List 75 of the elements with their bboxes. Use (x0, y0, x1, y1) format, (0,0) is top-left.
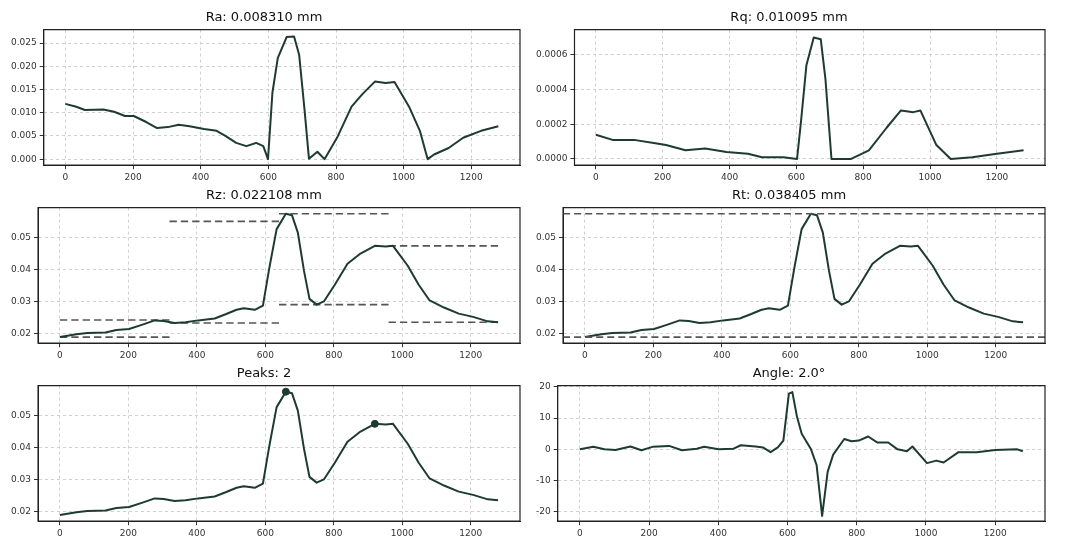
x-tick-label: 200 (640, 527, 658, 538)
chart-title: Rz: 0.022108 mm (206, 187, 322, 203)
x-tick-label: 1200 (983, 527, 1007, 538)
x-tick-label: 1000 (914, 527, 938, 538)
x-tick-label: 0 (62, 171, 69, 182)
y-tick-label: 20 (539, 381, 551, 392)
x-tick-label: 0 (582, 349, 589, 360)
x-tick-label: 1000 (915, 349, 939, 360)
x-tick-label: 400 (188, 527, 206, 538)
x-tick-label: 800 (850, 349, 868, 360)
y-tick-label: 0.020 (11, 60, 38, 71)
y-tick-label: 0.015 (11, 83, 37, 94)
y-tick-label: 0.000 (11, 153, 38, 164)
y-tick-label: 0.02 (535, 327, 557, 338)
x-tick-label: 400 (713, 349, 731, 360)
y-tick-label: 0.0002 (535, 118, 568, 129)
chart-title: Peaks: 2 (236, 365, 292, 381)
y-tick-label: 0.05 (10, 409, 32, 420)
y-tick-label: 0.03 (535, 295, 557, 306)
x-tick-label: 200 (644, 349, 663, 360)
x-tick-label: 800 (848, 527, 866, 538)
x-tick-label: 600 (781, 349, 800, 360)
x-tick-label: 1200 (459, 349, 483, 360)
x-tick-label: 800 (854, 171, 873, 182)
y-tick-label: 0.0006 (535, 49, 568, 60)
y-tick-label: 0.0000 (535, 153, 568, 164)
x-tick-label: 0 (576, 527, 583, 538)
x-tick-label: 200 (119, 527, 138, 538)
x-tick-label: 800 (327, 171, 345, 182)
y-tick-label: 0.010 (11, 107, 38, 118)
x-tick-label: 1000 (392, 171, 416, 182)
x-tick-label: 1200 (459, 171, 484, 182)
x-tick-label: 1200 (984, 349, 1008, 360)
x-tick-label: 0 (57, 349, 64, 360)
y-tick-label: 0.04 (10, 441, 32, 452)
x-tick-label: 600 (256, 527, 275, 538)
x-tick-label: 1200 (985, 171, 1009, 182)
x-tick-label: 400 (188, 349, 206, 360)
x-tick-label: 200 (654, 171, 672, 182)
x-tick-label: 600 (787, 171, 806, 182)
x-tick-label: 1000 (918, 171, 942, 182)
x-tick-label: 600 (259, 171, 278, 182)
y-tick-label: 0 (544, 443, 551, 454)
x-tick-label: 400 (720, 171, 739, 182)
x-tick-label: 0 (593, 171, 600, 182)
x-tick-label: 600 (778, 527, 797, 538)
x-tick-label: 1000 (390, 527, 414, 538)
x-tick-label: 0 (57, 527, 64, 538)
y-tick-label: 0.005 (11, 130, 37, 141)
y-tick-label: -10 (536, 474, 551, 485)
y-tick-label: 0.02 (10, 327, 32, 338)
y-tick-label: 0.05 (535, 231, 557, 242)
x-tick-label: 600 (256, 349, 275, 360)
x-tick-label: 200 (119, 349, 138, 360)
y-tick-label: 0.03 (10, 473, 32, 484)
x-tick-label: 400 (192, 171, 210, 182)
chart-title: Rt: 0.038405 mm (731, 187, 847, 203)
y-tick-label: -20 (536, 506, 551, 517)
chart-title: Angle: 2.0° (752, 365, 826, 381)
x-tick-label: 800 (325, 527, 343, 538)
y-tick-label: 0.0004 (535, 83, 568, 94)
y-tick-label: 0.02 (10, 505, 32, 516)
x-tick-label: 1000 (390, 349, 414, 360)
chart-title: Rq: 0.010095 mm (730, 9, 848, 25)
y-tick-label: 0.03 (10, 295, 32, 306)
x-tick-label: 800 (325, 349, 343, 360)
y-tick-label: 10 (539, 412, 551, 423)
y-tick-label: 0.04 (535, 263, 557, 274)
chart-title: Ra: 0.008310 mm (205, 9, 323, 25)
x-tick-label: 200 (124, 171, 142, 182)
x-tick-label: 1200 (459, 527, 483, 538)
y-tick-label: 0.05 (10, 231, 32, 242)
y-tick-label: 0.025 (11, 37, 37, 48)
y-tick-label: 0.04 (10, 263, 32, 274)
x-tick-label: 400 (709, 527, 728, 538)
